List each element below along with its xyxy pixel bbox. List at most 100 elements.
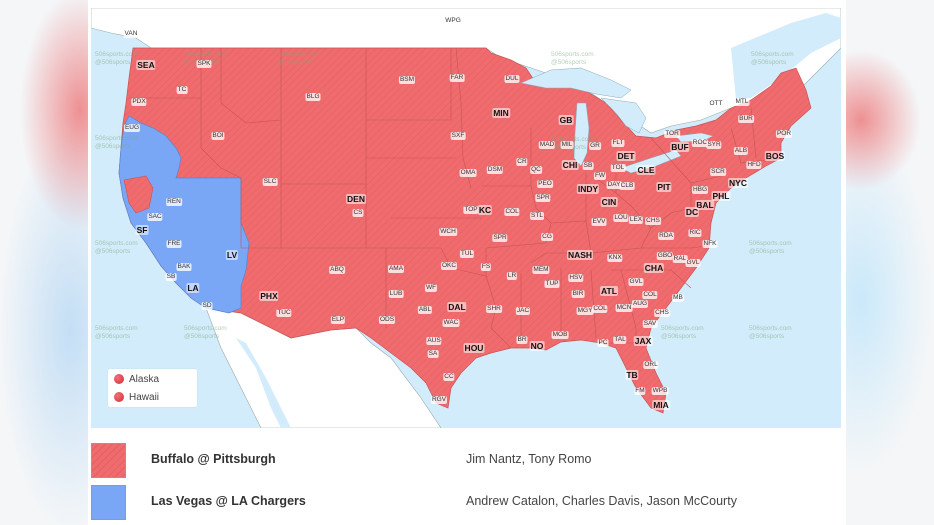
coverage-map-card: 506sports.com@506sports 506sports.com@50… <box>88 0 846 525</box>
watermark-line: @506sports <box>95 59 131 66</box>
city-label: DUL <box>504 75 520 83</box>
red-swatch <box>91 443 126 478</box>
city-label: NYC <box>728 178 748 188</box>
city-label: CLE <box>636 165 656 175</box>
watermark: 506sports.com@506sports <box>95 325 138 341</box>
city-label: OTT <box>708 100 724 108</box>
watermark-line: @506sports <box>95 143 131 150</box>
watermark-line: @506sports <box>551 59 587 66</box>
city-label: CG <box>541 233 553 241</box>
city-label: AUG <box>631 300 649 308</box>
city-label: DSM <box>486 166 504 174</box>
city-label: LOU <box>613 214 629 222</box>
city-label: BUR <box>738 115 754 123</box>
city-label: DAY <box>606 181 622 189</box>
watermark-line: 506sports.com <box>751 51 794 58</box>
city-label: MIL <box>560 141 574 149</box>
city-label: TUL <box>459 250 475 258</box>
city-label: SXF <box>450 132 466 140</box>
watermark: 506sports.com@506sports <box>95 51 138 67</box>
city-label: FLT <box>611 139 625 147</box>
watermark: 506sports.com@506sports <box>749 325 792 341</box>
city-label: CHA <box>643 263 665 273</box>
city-label: SLC <box>262 178 278 186</box>
city-label: ORL <box>643 361 659 369</box>
city-label: AMA <box>387 265 405 273</box>
city-label: PC <box>597 339 609 347</box>
city-label: WCH <box>439 228 457 236</box>
city-label: KNX <box>607 254 623 262</box>
city-label: BUF <box>670 142 690 152</box>
hawaii-label: Hawaii <box>129 391 160 403</box>
city-label: SB <box>582 162 594 170</box>
city-label: EUG <box>123 124 141 132</box>
city-label: OKC <box>440 262 458 270</box>
city-label: RAL <box>672 255 688 263</box>
city-label: MGY <box>576 307 594 315</box>
watermark-line: 506sports.com <box>95 240 138 247</box>
blurred-background-right <box>841 0 934 525</box>
city-label: DC <box>684 207 700 217</box>
city-label: SCR <box>710 168 726 176</box>
city-label: CR <box>516 158 528 166</box>
city-label: STL <box>530 212 544 220</box>
city-label: CHI <box>561 160 579 170</box>
city-label: ELP <box>330 316 346 324</box>
city-label: VAN <box>123 30 139 38</box>
watermark-line: 506sports.com <box>551 51 594 58</box>
st-lawrence <box>731 13 841 100</box>
city-label: TUC <box>276 309 292 317</box>
city-label: SPK <box>196 60 212 68</box>
city-label: MCN <box>615 304 633 312</box>
city-label: PHL <box>711 191 731 201</box>
watermark-line: @506sports <box>95 248 131 255</box>
matchup-label: Buffalo @ Pittsburgh <box>151 452 276 466</box>
city-label: SD <box>201 302 213 310</box>
city-label: CIN <box>600 197 618 207</box>
city-label: JAC <box>515 307 531 315</box>
tv-coverage-map: 506sports.com@506sports 506sports.com@50… <box>91 8 841 428</box>
city-label: DAL <box>447 302 467 312</box>
city-label: RDA <box>658 232 674 240</box>
city-label: GVL <box>628 278 644 286</box>
city-label: TB <box>625 370 639 380</box>
city-label: LA <box>186 283 200 293</box>
city-label: FRE <box>166 240 182 248</box>
city-label: WF <box>424 284 438 292</box>
watermark-line: 506sports.com <box>278 51 321 58</box>
gulf-of-california <box>236 338 291 428</box>
watermark-line: 506sports.com <box>184 51 227 58</box>
legend-row-buffalo-pittsburgh: Buffalo @ Pittsburgh Jim Nantz, Tony Rom… <box>88 443 846 479</box>
city-label: HSV <box>568 274 584 282</box>
city-label: SA <box>427 350 439 358</box>
city-label: GVL <box>685 259 701 267</box>
watermark-line: @506sports <box>749 248 785 255</box>
alaska-label: Alaska <box>129 373 160 385</box>
watermark: 506sports.com@506sports <box>184 325 227 341</box>
lake-superior <box>520 67 632 99</box>
city-label: ABQ <box>329 266 345 274</box>
city-label: EVV <box>591 218 607 226</box>
city-label: GR <box>589 142 601 150</box>
city-label: NASH <box>566 250 594 260</box>
city-label: TC <box>176 86 188 94</box>
watermark: 506sports.com@506sports <box>751 51 794 67</box>
matchup-label: Las Vegas @ LA Chargers <box>151 494 306 508</box>
hawaii-legend-item[interactable]: Hawaii <box>108 389 197 405</box>
city-label: TOR <box>664 130 680 138</box>
city-label: ATL <box>600 286 618 296</box>
alaska-legend-item[interactable]: Alaska <box>108 371 197 387</box>
city-label: MIA <box>652 400 670 410</box>
lake-michigan <box>573 102 590 167</box>
city-label: BLG <box>305 93 321 101</box>
city-label: PEO <box>537 180 553 188</box>
watermark-line: @506sports <box>184 333 220 340</box>
city-label: TOP <box>463 206 479 214</box>
city-label: NO <box>529 341 545 351</box>
watermark-line: 506sports.com <box>95 325 138 332</box>
watermark-line: 506sports.com <box>95 135 138 142</box>
city-label: BOI <box>211 132 225 140</box>
city-label: SAV <box>642 320 658 328</box>
city-label: SPR <box>492 234 508 242</box>
city-label: LUB <box>388 290 404 298</box>
